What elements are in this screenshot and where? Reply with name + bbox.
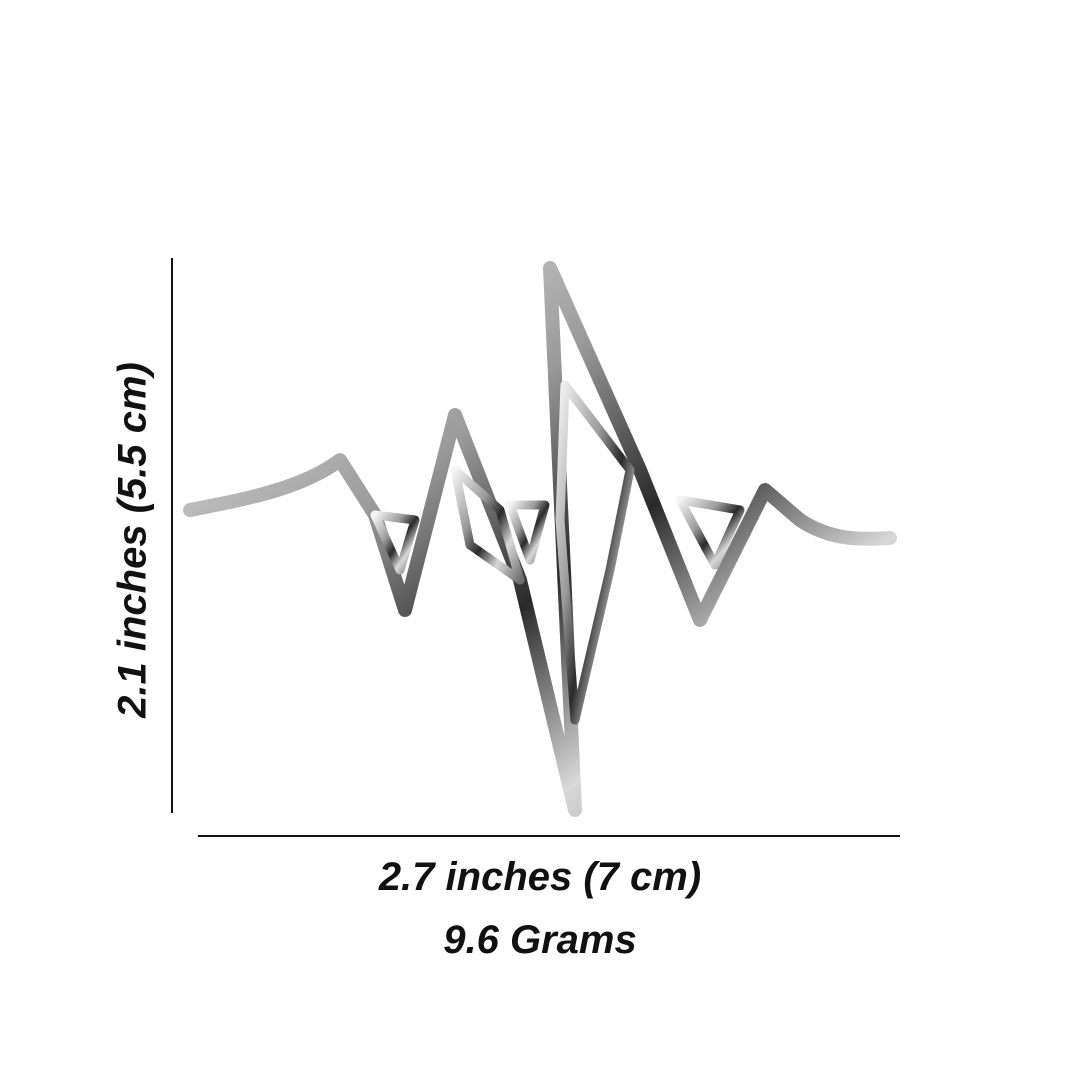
height-label: 2.1 inches (5.5 cm) — [110, 362, 155, 718]
width-label: 2.7 inches (7 cm) — [378, 855, 702, 899]
height-dimension-line — [171, 258, 173, 813]
width-dimension-line — [198, 835, 900, 837]
weight-label: 9.6 Grams — [443, 918, 637, 962]
